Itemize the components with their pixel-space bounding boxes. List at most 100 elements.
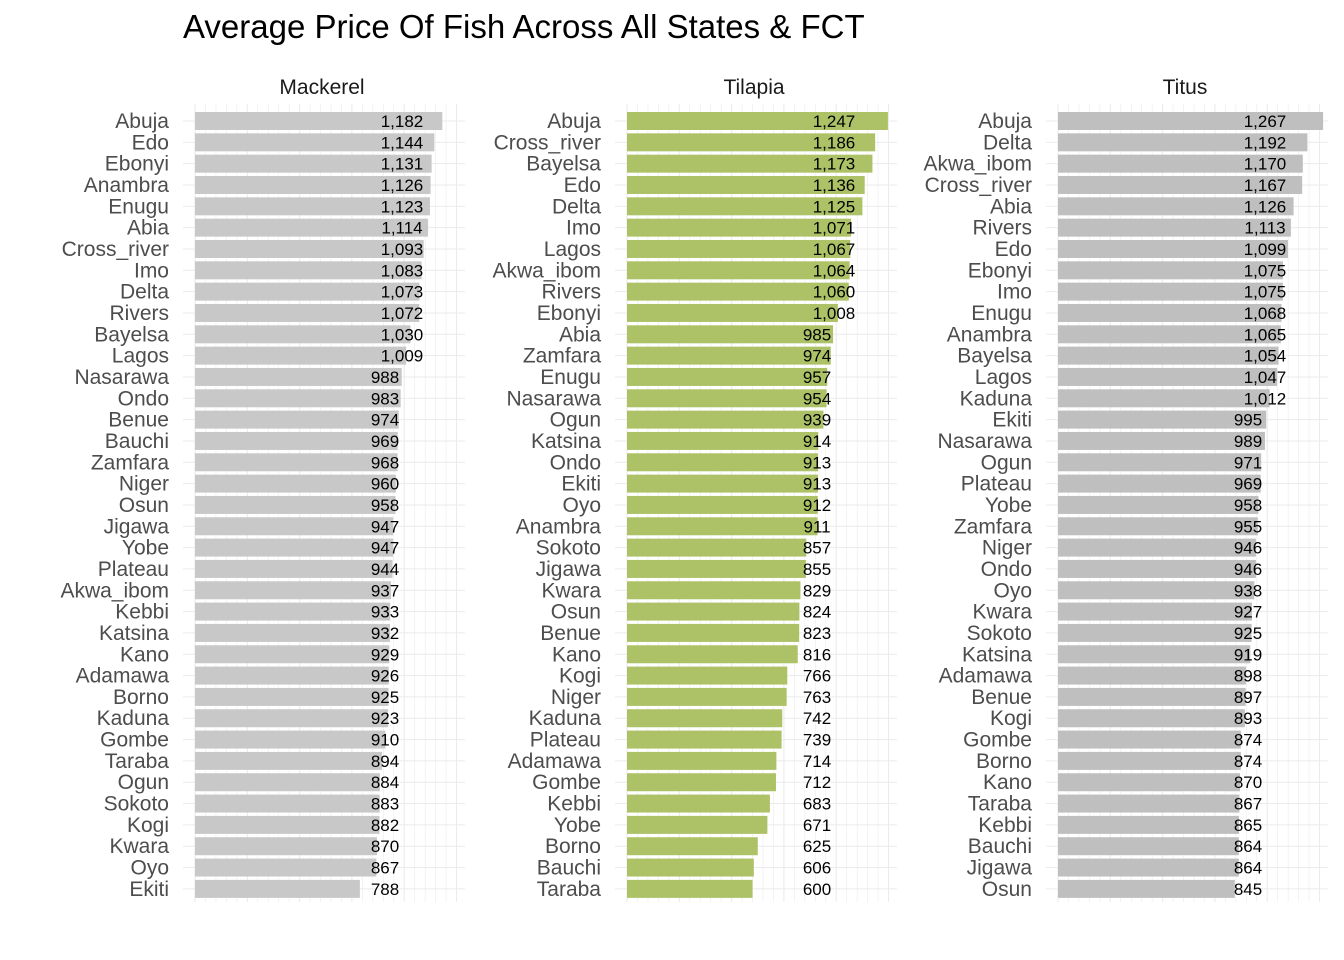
- bar: [627, 709, 783, 728]
- bar: [195, 410, 399, 429]
- category-label: Kwara: [972, 601, 1032, 624]
- data-label: 1,008: [813, 304, 856, 323]
- bar: [195, 538, 394, 557]
- category-label: Benue: [540, 622, 601, 645]
- data-label: 914: [803, 432, 831, 451]
- category-label: Adamawa: [76, 665, 170, 688]
- bar: [627, 239, 851, 258]
- category-label: Kogi: [990, 707, 1032, 730]
- category-label: Plateau: [98, 558, 169, 581]
- bar: [195, 346, 407, 365]
- data-label: 1,173: [813, 155, 856, 174]
- data-label: 913: [803, 453, 831, 472]
- data-label: 739: [803, 731, 831, 750]
- data-label: 1,247: [813, 112, 856, 131]
- data-label: 1,099: [1244, 240, 1287, 259]
- category-label: Akwa_ibom: [923, 153, 1032, 176]
- bar: [1058, 709, 1245, 728]
- category-label: Kaduna: [97, 707, 170, 730]
- bar: [627, 538, 807, 557]
- bar: [1058, 154, 1303, 173]
- category-label: Enugu: [971, 302, 1032, 325]
- data-label: 742: [803, 709, 831, 728]
- category-label: Ondo: [981, 558, 1032, 581]
- category-label: Rivers: [972, 217, 1032, 240]
- bar: [195, 453, 398, 472]
- category-label: Nasarawa: [506, 387, 601, 410]
- category-label: Abia: [559, 323, 601, 346]
- category-label: Abuja: [978, 110, 1032, 133]
- data-label: 898: [1234, 667, 1262, 686]
- bar: [195, 261, 422, 280]
- data-label: 823: [803, 624, 831, 643]
- data-label: 763: [803, 688, 831, 707]
- bar: [195, 709, 389, 728]
- category-label: Ebonyi: [537, 302, 601, 325]
- bar: [1058, 474, 1261, 493]
- category-label: Zamfara: [91, 451, 170, 474]
- data-label: 971: [1234, 453, 1262, 472]
- category-label: Bauchi: [105, 430, 169, 453]
- category-label: Cross_river: [62, 238, 169, 261]
- bar: [195, 837, 378, 856]
- category-label: Bayelsa: [526, 153, 601, 176]
- bar: [195, 367, 402, 386]
- data-label: 683: [803, 795, 831, 814]
- category-label: Ondo: [550, 451, 601, 474]
- data-label: 865: [1234, 816, 1262, 835]
- data-label: 911: [803, 517, 830, 536]
- data-label: 1,170: [1244, 155, 1287, 174]
- bar: [627, 837, 758, 856]
- bar: [195, 517, 394, 536]
- bar: [195, 666, 389, 685]
- bar: [195, 175, 431, 194]
- category-label: Bauchi: [968, 835, 1032, 858]
- bar: [627, 858, 754, 877]
- category-label: Imo: [134, 259, 169, 282]
- data-label: 925: [1234, 624, 1262, 643]
- data-label: 1,030: [381, 325, 424, 344]
- category-label: Bayelsa: [94, 323, 169, 346]
- data-label: 883: [371, 795, 399, 814]
- data-label: 1,067: [813, 240, 856, 259]
- bar: [195, 154, 432, 173]
- bar: [1058, 410, 1267, 429]
- data-label: 1,182: [381, 112, 424, 131]
- data-label: 988: [371, 368, 399, 387]
- data-label: 788: [371, 880, 399, 899]
- data-label: 864: [1234, 837, 1262, 856]
- category-label: Ogun: [981, 451, 1032, 474]
- category-label: Lagos: [112, 345, 169, 368]
- category-label: Katsina: [962, 643, 1032, 666]
- bar: [1058, 623, 1252, 642]
- bar: [1058, 581, 1255, 600]
- data-label: 1,186: [813, 133, 856, 152]
- bar: [627, 751, 777, 770]
- bar: [1058, 389, 1270, 408]
- data-label: 824: [803, 603, 831, 622]
- category-label: Yobe: [122, 537, 169, 560]
- category-label: Kwara: [541, 579, 601, 602]
- bar: [1058, 602, 1252, 621]
- category-label: Osun: [982, 878, 1032, 901]
- data-label: 864: [1234, 859, 1262, 878]
- category-label: Borno: [976, 750, 1032, 773]
- category-label: Adamawa: [508, 750, 602, 773]
- data-label: 829: [803, 581, 831, 600]
- data-label: 894: [371, 752, 399, 771]
- data-label: 955: [1234, 517, 1262, 536]
- bar: [627, 133, 876, 152]
- data-label: 929: [371, 645, 399, 664]
- category-label: Enugu: [108, 195, 169, 218]
- data-label: 857: [803, 539, 831, 558]
- category-label: Taraba: [968, 793, 1033, 816]
- category-label: Delta: [983, 131, 1032, 154]
- category-label: Jigawa: [967, 857, 1033, 880]
- category-label: Sokoto: [104, 793, 169, 816]
- category-label: Taraba: [105, 750, 170, 773]
- category-label: Delta: [120, 281, 169, 304]
- bar: [627, 410, 824, 429]
- bar: [627, 645, 798, 664]
